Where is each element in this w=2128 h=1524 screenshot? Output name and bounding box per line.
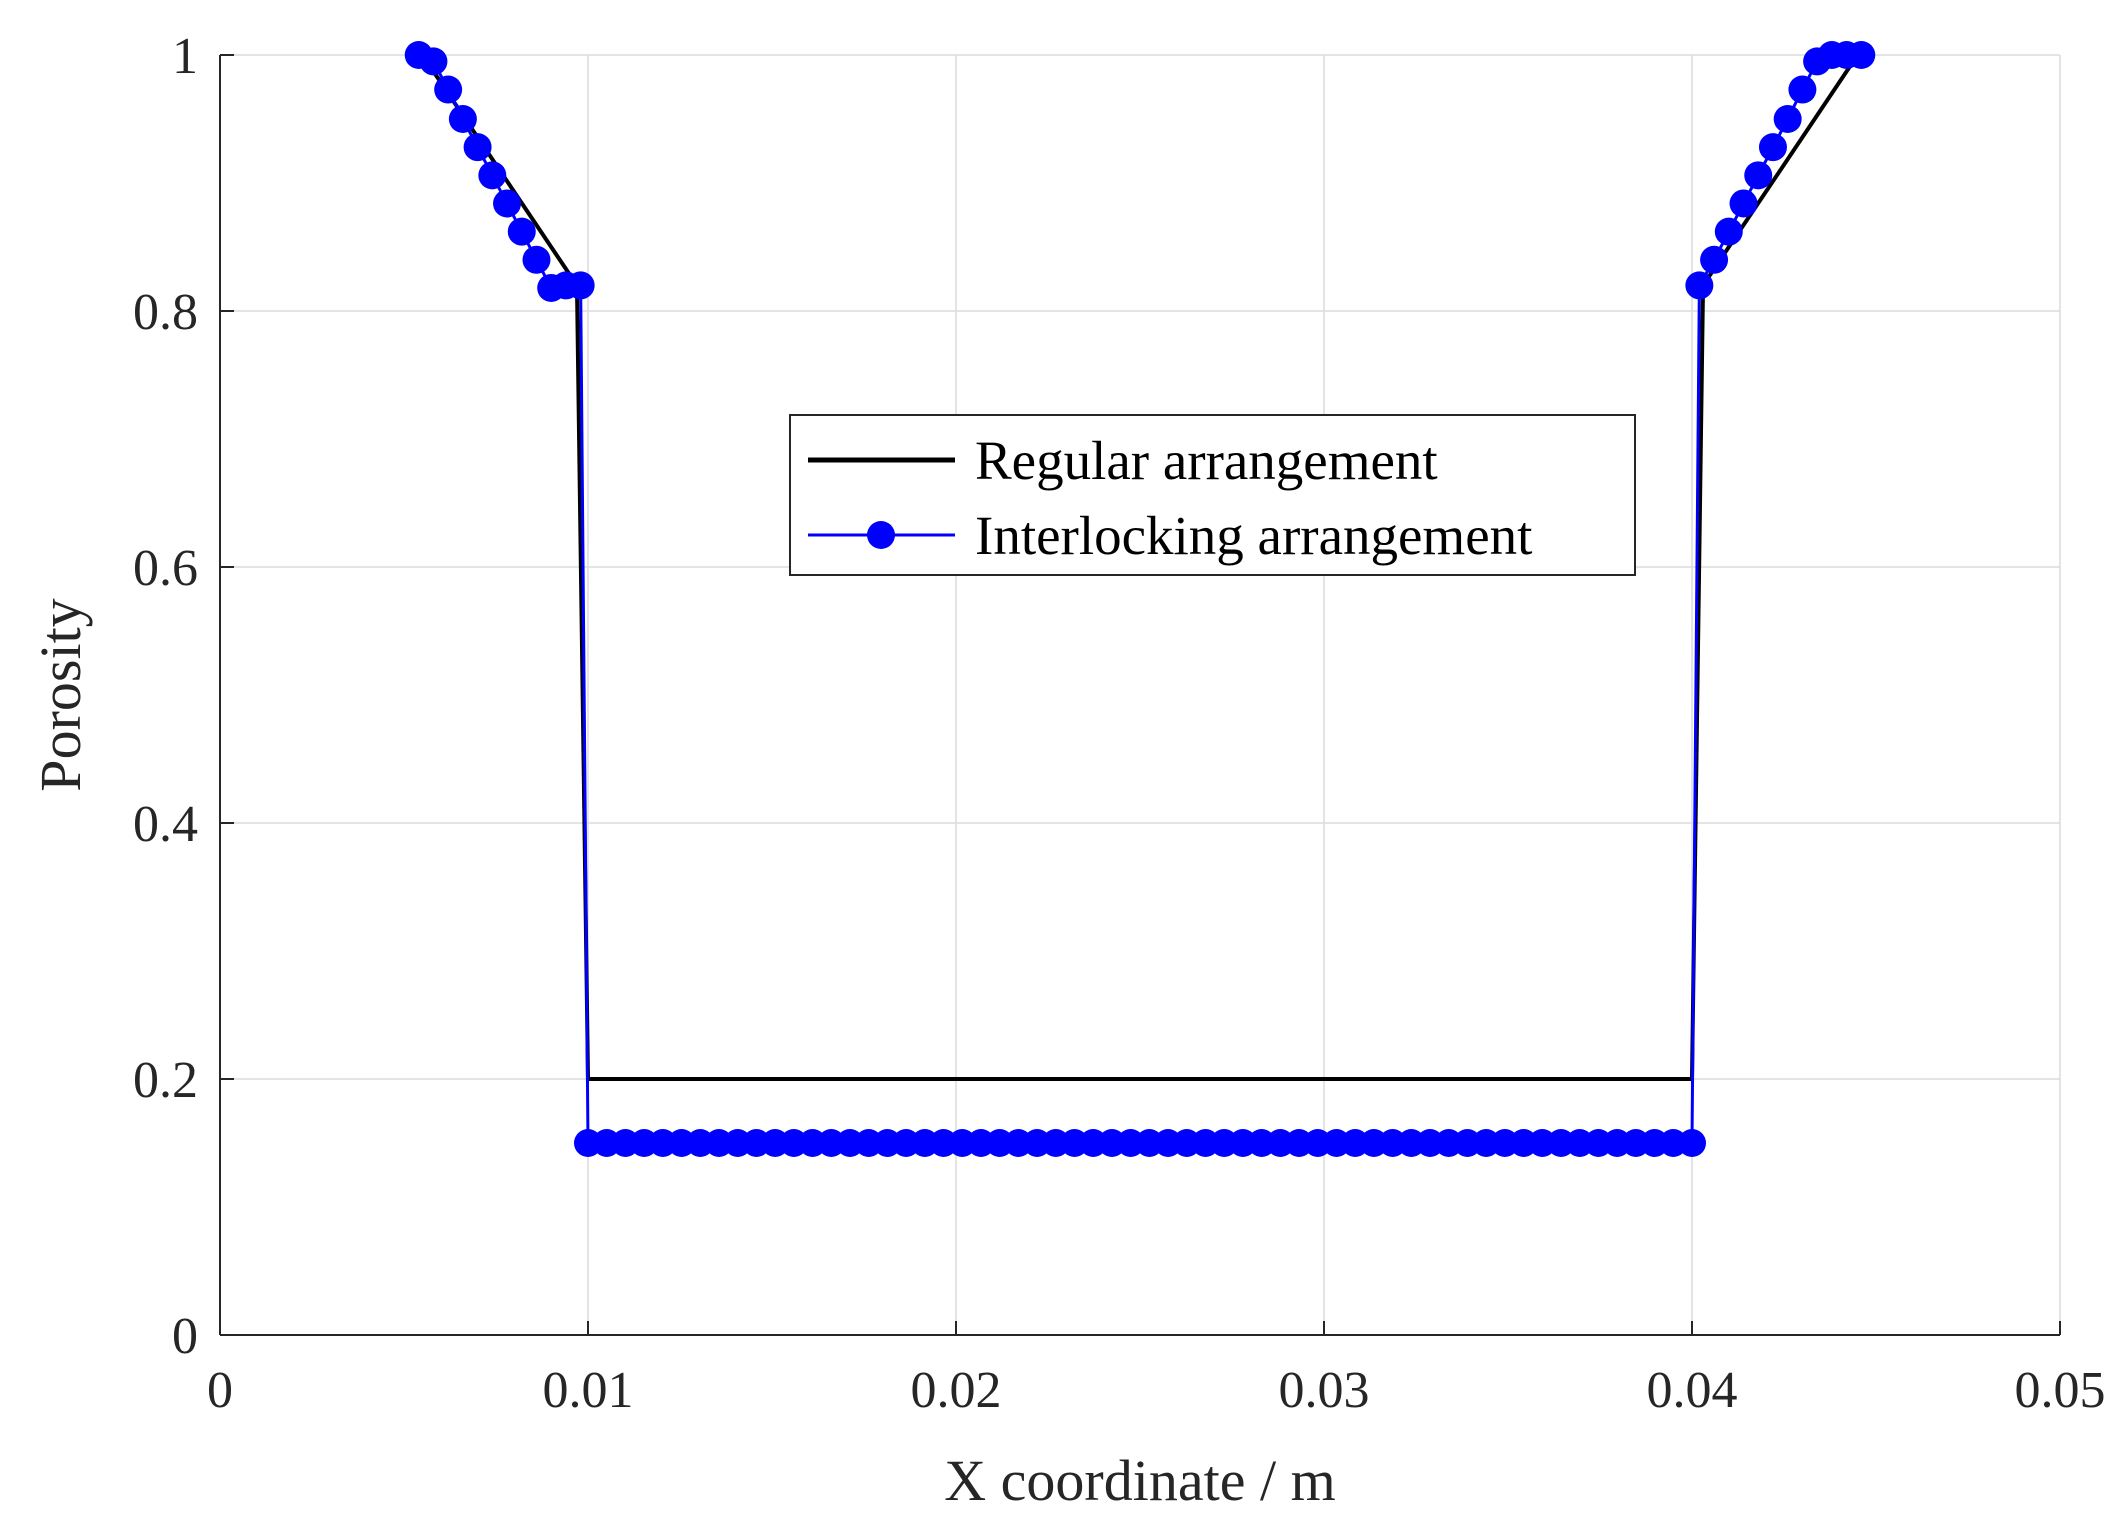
x-tick-label: 0 [207, 1362, 233, 1419]
data-point-interlocking [1729, 189, 1758, 218]
data-point-interlocking [1714, 217, 1743, 246]
x-tick-label: 0.05 [2015, 1362, 2106, 1419]
y-axis-label: Porosity [28, 598, 93, 791]
x-tick-label: 0.04 [1647, 1362, 1738, 1419]
legend: Regular arrangement Interlocking arrange… [789, 414, 1636, 576]
legend-label-regular: Regular arrangement [975, 430, 1438, 491]
data-point-interlocking [1758, 133, 1787, 162]
data-point-interlocking [493, 189, 522, 218]
data-point-interlocking [448, 105, 477, 133]
data-point-interlocking [1847, 41, 1876, 69]
data-point-interlocking [434, 75, 463, 104]
data-point-interlocking [463, 133, 492, 162]
legend-label-interlocking: Interlocking arrangement [975, 505, 1532, 566]
series-line-regular [420, 53, 1860, 1081]
x-tick-label: 0.03 [1279, 1362, 1370, 1419]
data-point-interlocking [1685, 271, 1714, 300]
x-tick-labels: 0 0.01 0.02 0.03 0.04 0.05 [207, 1362, 2106, 1419]
data-point-interlocking [507, 217, 536, 246]
y-tick-label: 0.8 [133, 284, 198, 341]
data-point-interlocking [522, 245, 551, 274]
x-axis-label: X coordinate / m [944, 1448, 1335, 1513]
x-tick-label: 0.01 [543, 1362, 634, 1419]
data-point-interlocking [566, 271, 595, 300]
y-tick-label: 0.4 [133, 796, 198, 853]
axes [219, 54, 2061, 1336]
legend-marker-interlocking [867, 521, 895, 549]
data-point-interlocking [1744, 161, 1773, 190]
y-tick-label: 0.2 [133, 1052, 198, 1109]
data-point-interlocking [1678, 1129, 1706, 1157]
y-tick-label: 0.6 [133, 540, 198, 597]
data-point-interlocking [1773, 105, 1802, 133]
y-tick-label: 0 [172, 1308, 198, 1365]
series-layer [404, 41, 1876, 1157]
data-point-interlocking [419, 47, 448, 76]
data-point-interlocking [1788, 75, 1817, 104]
legend-box [789, 414, 1636, 576]
y-tick-label: 1 [172, 28, 198, 85]
data-point-interlocking [478, 161, 507, 190]
x-tick-label: 0.02 [911, 1362, 1002, 1419]
data-point-interlocking [1700, 245, 1729, 274]
y-tick-labels: 0 0.2 0.4 0.6 0.8 1 [133, 28, 198, 1365]
